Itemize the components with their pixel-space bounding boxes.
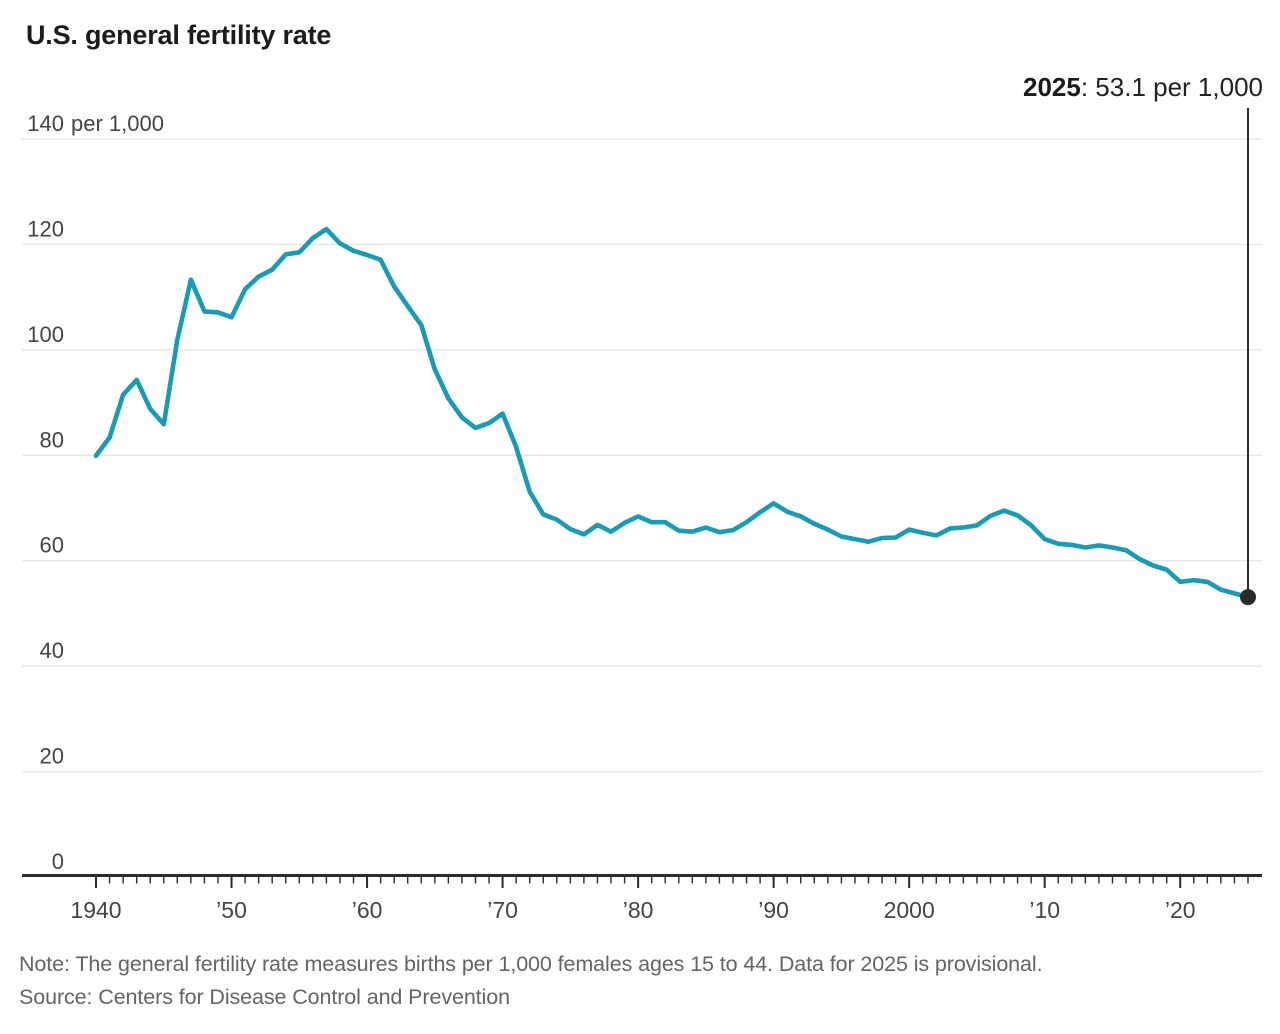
chart-source: Source: Centers for Disease Control and … [19,985,510,1009]
x-axis-label: ’20 [1165,897,1196,923]
endpoint-dot [1240,589,1256,606]
x-axis-label: ’10 [1029,897,1060,923]
y-axis-unit-label: per 1,000 [71,111,164,136]
x-axis-label: ’50 [216,897,247,923]
y-axis-label: 20 [40,744,64,769]
chart-title: U.S. general fertility rate [26,20,332,50]
endpoint-annotation-value: : 53.1 per 1,000 [1080,72,1263,102]
x-axis-label: ’70 [487,897,518,923]
endpoint-annotation: 2025: 53.1 per 1,000 [1023,72,1263,103]
y-axis-label: 120 [27,216,64,241]
x-axis-label: ’80 [623,897,654,923]
x-axis-label: ’90 [758,897,789,923]
y-axis-label: 80 [40,427,64,452]
y-axis-label: 0 [52,849,64,874]
y-axis-label: 100 [27,322,64,347]
y-axis-label: 140 [27,111,64,136]
x-axis-label: 2000 [884,897,935,923]
endpoint-annotation-year: 2025 [1023,72,1081,102]
y-axis-label: 60 [40,533,64,558]
chart-note: Note: The general fertility rate measure… [19,952,1043,976]
y-axis-label: 40 [40,638,64,663]
fertility-rate-line [93,226,1251,600]
x-axis-label: ’60 [352,897,383,923]
x-axis-label: 1940 [70,897,121,923]
